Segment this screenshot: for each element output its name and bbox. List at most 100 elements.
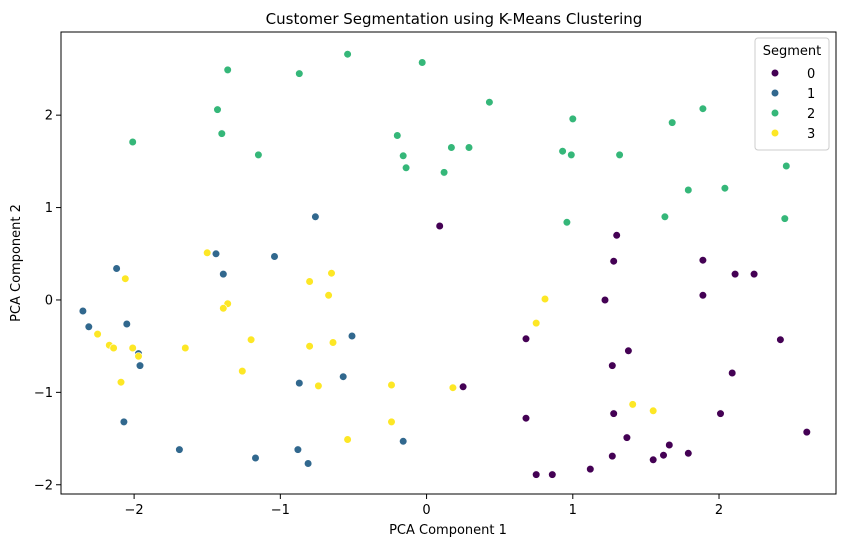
x-axis-label: PCA Component 1 bbox=[389, 523, 507, 538]
data-point-segment-0 bbox=[698, 291, 708, 300]
data-point-segment-1 bbox=[293, 445, 303, 454]
data-point-segment-3 bbox=[387, 380, 396, 390]
data-point-segment-3 bbox=[134, 352, 143, 361]
data-point-segment-3 bbox=[219, 304, 228, 313]
points-layer bbox=[78, 50, 811, 479]
data-point-segment-0 bbox=[776, 335, 785, 344]
data-point-segment-3 bbox=[181, 343, 190, 353]
x-tick-label: 2 bbox=[715, 503, 723, 518]
data-point-segment-3 bbox=[327, 269, 336, 278]
data-point-segment-0 bbox=[624, 346, 633, 355]
data-point-segment-1 bbox=[295, 379, 304, 388]
data-point-segment-1 bbox=[219, 270, 228, 279]
data-point-segment-0 bbox=[548, 470, 557, 479]
data-point-segment-3 bbox=[93, 330, 102, 339]
data-point-segment-2 bbox=[567, 150, 576, 159]
legend-label-2: 2 bbox=[807, 107, 815, 122]
data-point-segment-3 bbox=[305, 277, 314, 286]
data-point-segment-1 bbox=[175, 445, 184, 454]
data-point-segment-2 bbox=[393, 131, 402, 140]
legend-marker-2 bbox=[770, 108, 780, 118]
data-point-segment-2 bbox=[343, 50, 352, 59]
y-tick-label: 0 bbox=[45, 293, 53, 308]
y-axis-label: PCA Component 2 bbox=[9, 204, 24, 322]
data-point-segment-3 bbox=[121, 274, 130, 283]
x-tick-label: −1 bbox=[271, 503, 290, 518]
data-point-segment-1 bbox=[122, 319, 131, 329]
data-point-segment-1 bbox=[304, 459, 313, 468]
legend-title: Segment bbox=[763, 44, 822, 59]
data-point-segment-2 bbox=[568, 114, 577, 123]
legend: Segment 0 1 2 3 bbox=[754, 37, 830, 151]
data-point-segment-0 bbox=[586, 465, 595, 474]
data-point-segment-2 bbox=[782, 161, 791, 171]
x-axis-ticks: −2 −1 0 1 2 bbox=[125, 494, 723, 518]
data-point-segment-3 bbox=[305, 342, 314, 351]
data-point-segment-2 bbox=[698, 104, 708, 113]
data-point-segment-3 bbox=[128, 343, 137, 353]
data-point-segment-0 bbox=[609, 257, 618, 266]
legend-marker-1 bbox=[770, 88, 780, 98]
data-point-segment-0 bbox=[608, 361, 617, 370]
data-point-segment-2 bbox=[485, 98, 494, 107]
data-point-segment-3 bbox=[328, 338, 338, 347]
chart-title: Customer Segmentation using K-Means Clus… bbox=[266, 10, 643, 28]
data-point-segment-0 bbox=[608, 452, 617, 461]
legend-box bbox=[754, 37, 830, 151]
legend-label-0: 0 bbox=[807, 67, 815, 82]
data-point-segment-0 bbox=[730, 270, 740, 279]
data-point-segment-3 bbox=[540, 294, 550, 304]
data-point-segment-1 bbox=[399, 437, 408, 446]
data-point-segment-2 bbox=[213, 105, 222, 114]
data-point-segment-3 bbox=[387, 417, 396, 427]
data-point-segment-2 bbox=[128, 137, 137, 147]
data-point-segment-0 bbox=[622, 433, 632, 442]
data-point-segment-2 bbox=[418, 58, 427, 67]
data-point-segment-3 bbox=[314, 381, 323, 391]
data-point-segment-3 bbox=[628, 400, 637, 409]
data-point-segment-3 bbox=[343, 435, 352, 444]
data-point-segment-0 bbox=[698, 256, 708, 265]
x-tick-label: 0 bbox=[422, 503, 430, 518]
data-point-segment-0 bbox=[665, 440, 674, 450]
data-point-segment-1 bbox=[311, 212, 320, 221]
x-tick-label: 1 bbox=[569, 503, 577, 518]
data-point-segment-1 bbox=[78, 306, 87, 316]
data-point-segment-3 bbox=[238, 367, 247, 376]
data-point-segment-2 bbox=[464, 143, 474, 152]
data-point-segment-2 bbox=[668, 118, 677, 127]
data-point-segment-1 bbox=[84, 322, 93, 331]
data-point-segment-3 bbox=[324, 291, 333, 300]
plot-frame bbox=[60, 31, 837, 495]
data-point-segment-1 bbox=[112, 264, 121, 273]
data-point-segment-0 bbox=[684, 449, 693, 458]
data-point-segment-2 bbox=[720, 184, 730, 193]
data-point-segment-2 bbox=[399, 151, 408, 160]
data-point-segment-2 bbox=[217, 129, 226, 138]
data-point-segment-0 bbox=[802, 428, 811, 437]
data-point-segment-0 bbox=[521, 414, 531, 423]
data-point-segment-1 bbox=[339, 372, 348, 381]
legend-label-3: 3 bbox=[807, 127, 815, 142]
data-point-segment-3 bbox=[203, 248, 212, 257]
data-point-segment-2 bbox=[780, 214, 789, 223]
data-point-segment-1 bbox=[135, 361, 145, 370]
legend-label-1: 1 bbox=[807, 87, 815, 102]
data-point-segment-0 bbox=[521, 334, 531, 343]
data-point-segment-3 bbox=[109, 343, 118, 353]
data-point-segment-0 bbox=[749, 270, 759, 279]
data-point-segment-2 bbox=[440, 168, 449, 177]
data-point-segment-0 bbox=[612, 231, 621, 240]
data-point-segment-0 bbox=[716, 409, 725, 418]
data-point-segment-0 bbox=[600, 295, 610, 305]
data-point-segment-1 bbox=[119, 417, 128, 427]
data-point-segment-3 bbox=[116, 378, 126, 387]
data-point-segment-2 bbox=[295, 69, 304, 78]
data-point-segment-3 bbox=[532, 319, 541, 328]
legend-marker-3 bbox=[770, 128, 780, 138]
data-point-segment-2 bbox=[558, 147, 567, 156]
data-point-segment-1 bbox=[211, 249, 221, 258]
data-point-segment-0 bbox=[459, 382, 468, 391]
data-point-segment-3 bbox=[247, 335, 256, 344]
